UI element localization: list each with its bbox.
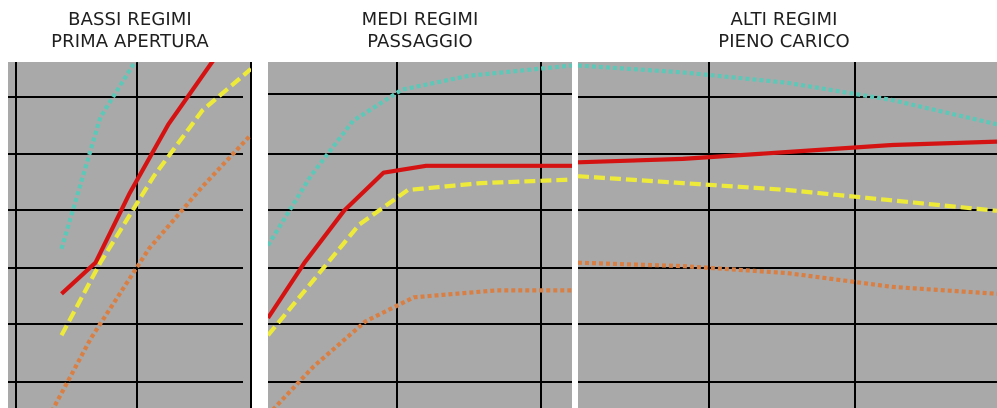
chart-panel-2 bbox=[268, 62, 572, 408]
series-line-3-red bbox=[578, 139, 997, 165]
plot-background-3 bbox=[578, 62, 997, 408]
series-line-3-teal bbox=[578, 63, 997, 127]
chart-title-1-line-1: BASSI REGIMI bbox=[68, 9, 192, 30]
chart-title-2-line-1: MEDI REGIMI bbox=[361, 9, 479, 30]
chart-panel-3 bbox=[578, 62, 997, 408]
series-line-1-yellow bbox=[59, 67, 251, 337]
chart-title-3-line-1: ALTI REGIMI bbox=[730, 9, 838, 30]
series-line-3-yellow bbox=[578, 174, 997, 213]
chart-title-3: ALTI REGIMI PIENO CARICO bbox=[654, 9, 914, 53]
chart-title-3-line-2: PIENO CARICO bbox=[718, 31, 850, 52]
chart-panel-1 bbox=[8, 62, 252, 408]
series-line-2-orange bbox=[271, 288, 572, 408]
series-line-2-red bbox=[268, 163, 572, 320]
series-line-2-teal bbox=[268, 63, 572, 247]
chart-title-1: BASSI REGIMI PRIMA APERTURA bbox=[0, 9, 260, 53]
series-line-1-red bbox=[60, 62, 215, 296]
chart-title-2: MEDI REGIMI PASSAGGIO bbox=[290, 9, 550, 53]
series-line-1-orange bbox=[51, 133, 251, 408]
chart-title-2-line-2: PASSAGGIO bbox=[367, 31, 473, 52]
series-line-3-orange bbox=[578, 260, 997, 296]
chart-title-1-line-2: PRIMA APERTURA bbox=[51, 31, 209, 52]
plot-background-2 bbox=[268, 62, 572, 408]
series-line-2-yellow bbox=[268, 177, 572, 337]
plot-background-1 bbox=[8, 62, 251, 408]
